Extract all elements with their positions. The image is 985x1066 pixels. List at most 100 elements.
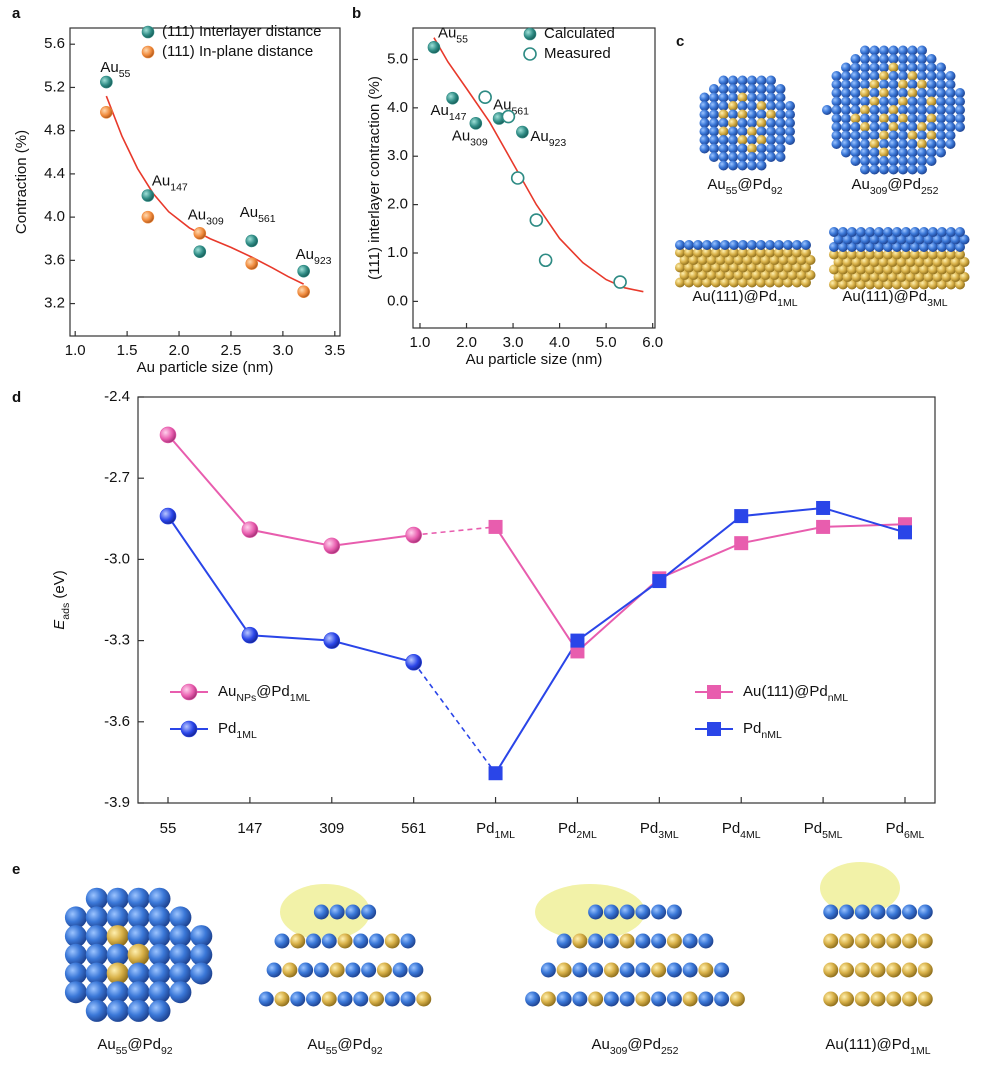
atom (831, 113, 842, 124)
atom (747, 240, 757, 250)
atom (329, 904, 345, 920)
atom (898, 96, 908, 107)
atom (747, 126, 757, 137)
atom (765, 247, 775, 258)
point-label-part: Au (530, 128, 548, 145)
atom (907, 113, 918, 124)
atom (905, 257, 916, 267)
atom (955, 242, 965, 252)
atom (907, 164, 918, 175)
atom (945, 113, 956, 124)
adsorbate (820, 862, 900, 914)
atom (376, 962, 392, 978)
atom (842, 272, 853, 282)
atom (879, 88, 889, 98)
atom (699, 135, 710, 145)
x-tick-label: Pd5ML (804, 820, 843, 841)
atom (756, 240, 766, 250)
panel-label: a (12, 5, 21, 22)
illustration-label-part: 1ML (777, 297, 798, 309)
atom (879, 139, 889, 149)
atom (907, 79, 918, 90)
atom (769, 255, 780, 265)
atom (682, 933, 698, 949)
atom (883, 249, 893, 260)
y-tick-label: 5.0 (387, 50, 408, 67)
atom (926, 79, 937, 90)
atom (127, 887, 150, 910)
point-label-part: 561 (258, 213, 276, 225)
atom (556, 962, 572, 978)
atom (917, 62, 927, 73)
atom (783, 240, 793, 250)
atom (874, 227, 884, 237)
atom (833, 234, 844, 245)
illustration-label-part: Au(111)@Pd (692, 288, 777, 305)
illustration-label-part: Au (592, 1036, 610, 1053)
atom (785, 101, 795, 111)
atom (883, 264, 893, 275)
atom (693, 247, 703, 258)
atom (831, 105, 842, 115)
atom (907, 96, 918, 107)
atom (556, 991, 572, 1007)
atom (838, 249, 848, 260)
atom (926, 130, 937, 141)
atom (898, 62, 908, 73)
atom (728, 118, 738, 128)
atom (729, 991, 745, 1007)
atom (738, 240, 748, 250)
atom (850, 130, 861, 141)
atom (907, 156, 918, 166)
atom (603, 904, 619, 920)
data-point (427, 41, 441, 54)
atom (313, 904, 329, 920)
illustration-label-part: 92 (371, 1045, 383, 1057)
atom (898, 113, 908, 124)
atom (907, 71, 918, 81)
illustration-label-part: 1ML (910, 1045, 931, 1057)
atom (907, 147, 918, 158)
atom (928, 279, 938, 290)
atom (878, 257, 889, 267)
y-tick-label: -3.3 (104, 632, 130, 649)
legend-label: (111) In-plane distance (162, 43, 313, 60)
atom (775, 126, 786, 137)
atom (400, 933, 416, 949)
atom (945, 139, 956, 149)
data-point (241, 521, 259, 538)
legend-label-part: @Pd (256, 683, 290, 700)
y-tick-label: 2.0 (387, 196, 408, 213)
atom (766, 84, 776, 94)
atom (760, 270, 771, 280)
atom (898, 139, 908, 149)
atom (756, 101, 767, 111)
x-tick-label: 1.0 (65, 342, 86, 359)
atom (756, 84, 767, 94)
atom (619, 991, 635, 1007)
atom (936, 62, 946, 73)
atom (926, 139, 937, 149)
atom (329, 962, 345, 978)
atom (698, 962, 714, 978)
data-point (570, 644, 585, 659)
atom (955, 249, 965, 260)
x-tick-label-part: 4ML (740, 829, 761, 841)
atom (321, 933, 337, 949)
data-point (707, 722, 721, 736)
atom (684, 247, 694, 258)
atom (879, 147, 889, 158)
atom (384, 991, 400, 1007)
atom (737, 160, 748, 171)
point-label-part: 309 (206, 215, 224, 227)
atom (847, 279, 857, 290)
x-tick-label: 3.0 (503, 334, 524, 351)
atom (917, 54, 927, 64)
atom (870, 991, 886, 1007)
atom (926, 54, 937, 64)
atom (841, 79, 851, 90)
atom (898, 122, 908, 132)
atom (955, 113, 965, 124)
atom (290, 933, 306, 949)
atom (525, 991, 541, 1007)
